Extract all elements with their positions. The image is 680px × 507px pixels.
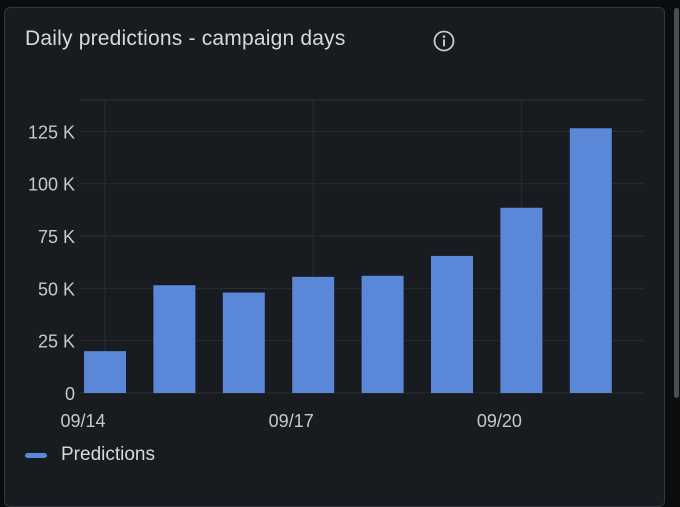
bar-09-16[interactable] xyxy=(222,292,265,393)
x-tick-label: 09/20 xyxy=(477,411,522,431)
bar-09-19[interactable] xyxy=(431,255,473,393)
legend[interactable]: Predictions xyxy=(25,443,155,467)
x-tick-label: 09/14 xyxy=(60,411,105,431)
x-axis-labels: 09/14 09/17 09/20 xyxy=(60,411,521,431)
y-tick-label: 50 K xyxy=(38,279,75,299)
bar-09-15[interactable] xyxy=(153,285,196,393)
bar-09-18[interactable] xyxy=(361,275,404,393)
bar-09-14[interactable] xyxy=(84,351,126,393)
y-tick-label: 0 xyxy=(65,384,75,404)
y-axis-labels: 0 25 K 50 K 75 K 100 K 125 K xyxy=(28,122,75,404)
x-tick-label: 09/17 xyxy=(269,411,314,431)
panel-title: Daily predictions - campaign days xyxy=(25,27,346,50)
bar-09-21[interactable] xyxy=(569,128,612,393)
legend-label-predictions: Predictions xyxy=(61,444,155,465)
y-tick-label: 25 K xyxy=(38,332,75,352)
bars xyxy=(84,128,612,393)
legend-swatch-predictions xyxy=(25,452,47,458)
chart-panel: Daily predictions - campaign days Predic… xyxy=(4,7,665,507)
scrollbar[interactable] xyxy=(672,0,680,490)
bar-chart: 0 25 K 50 K 75 K 100 K 125 K 09/14 09/17 09/20 xyxy=(28,99,645,431)
info-circle-icon[interactable] xyxy=(433,30,455,52)
bar-09-17[interactable] xyxy=(292,276,335,393)
bar-09-20[interactable] xyxy=(500,207,543,393)
y-tick-label: 125 K xyxy=(28,122,75,142)
scrollbar-thumb[interactable] xyxy=(674,8,679,398)
y-tick-label: 100 K xyxy=(28,175,75,195)
y-tick-label: 75 K xyxy=(38,227,75,247)
